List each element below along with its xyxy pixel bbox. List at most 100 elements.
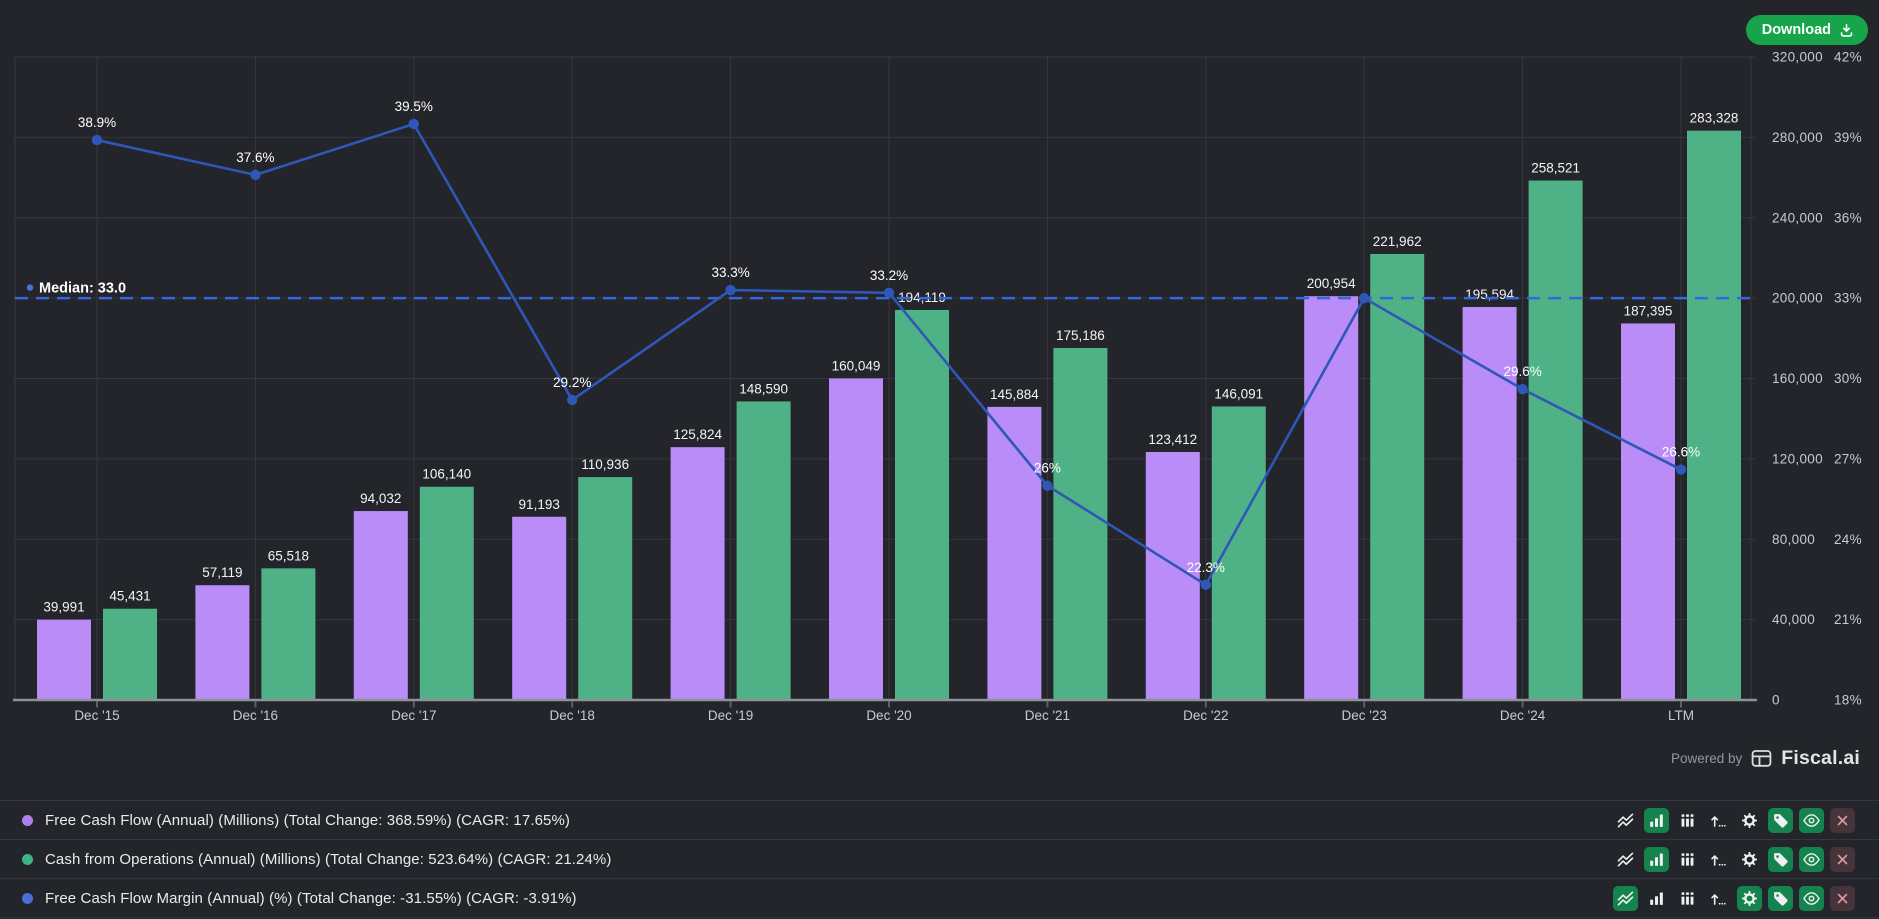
brand-name: Fiscal.ai	[1781, 746, 1860, 769]
bar-chart-icon	[1650, 852, 1663, 866]
grouped-bars-icon	[1681, 813, 1694, 827]
scale-icon-button[interactable]	[1706, 808, 1731, 833]
line-chart-icon-button[interactable]	[1613, 808, 1638, 833]
point-label: 26%	[1034, 461, 1061, 476]
bar-value-label: 110,936	[581, 457, 629, 472]
line-point	[91, 134, 103, 146]
scale-icon-button[interactable]	[1706, 847, 1731, 872]
point-label: 26.6%	[1662, 445, 1700, 460]
y-axis-pct-label: 24%	[1834, 532, 1862, 547]
value-bar	[736, 401, 791, 700]
eye-icon	[1803, 813, 1820, 827]
bar-value-label: 283,328	[1690, 111, 1739, 126]
y-axis-pct-label: 30%	[1834, 371, 1862, 386]
point-label: 38.9%	[78, 115, 116, 130]
bar-value-label: 221,962	[1373, 234, 1422, 249]
value-bar	[1528, 180, 1583, 700]
value-bar	[895, 309, 949, 700]
value-bar	[1211, 406, 1266, 700]
bar-value-label: 106,140	[422, 467, 471, 482]
eye-icon-button[interactable]	[1799, 885, 1824, 911]
series-actions	[1613, 807, 1879, 833]
line-point	[408, 118, 419, 130]
bar-value-label: 91,193	[519, 497, 560, 512]
point-label: 39.5%	[395, 99, 433, 114]
legend-row: Free Cash Flow (Annual) (Millions) (Tota…	[0, 801, 1879, 840]
value-bar	[1370, 253, 1425, 700]
settings-gear-icon-button[interactable]	[1737, 847, 1762, 872]
value-bar	[1304, 296, 1359, 700]
bar-value-label: 258,521	[1531, 161, 1580, 176]
settings-gear-icon-button[interactable]	[1737, 885, 1762, 911]
value-bar	[987, 406, 1042, 700]
remove-icon	[1837, 854, 1848, 864]
bar-chart-icon-button[interactable]	[1644, 846, 1669, 872]
y-axis-value-label: 240,000	[1772, 210, 1823, 225]
line-chart-icon-button[interactable]	[1613, 847, 1638, 872]
x-axis-label: Dec '18	[550, 708, 595, 723]
grouped-bars-icon-button[interactable]	[1675, 847, 1700, 872]
tag-icon-button[interactable]	[1768, 885, 1793, 911]
eye-icon	[1803, 891, 1820, 905]
median-label-dot	[26, 284, 34, 291]
point-label: 29.6%	[1503, 364, 1541, 379]
eye-icon-button[interactable]	[1799, 846, 1824, 872]
line-point	[1359, 292, 1370, 304]
y-axis-pct-label: 36%	[1834, 210, 1862, 225]
line-chart-icon	[1617, 812, 1634, 828]
download-button[interactable]: Download	[1745, 15, 1868, 45]
eye-icon-button[interactable]	[1799, 807, 1824, 833]
point-label: 33.3%	[711, 265, 749, 280]
line-point	[725, 284, 736, 296]
point-label: 37.6%	[236, 150, 274, 165]
y-axis-value-label: 320,000	[1772, 50, 1823, 65]
grouped-bars-icon-button[interactable]	[1675, 808, 1700, 833]
tag-icon	[1774, 891, 1788, 906]
y-axis-pct-label: 27%	[1834, 451, 1862, 466]
bars-cash-from-operations	[103, 130, 1741, 700]
download-icon	[1840, 23, 1853, 37]
remove-icon-button[interactable]	[1830, 807, 1855, 833]
series-actions	[1613, 846, 1879, 872]
bar-value-label: 45,431	[109, 589, 150, 604]
tag-icon-button[interactable]	[1768, 846, 1793, 872]
eye-icon	[1803, 852, 1820, 866]
remove-icon	[1837, 815, 1848, 825]
bar-value-label: 57,119	[202, 565, 242, 580]
y-axis-value-label: 0	[1772, 693, 1780, 708]
line-chart-icon	[1617, 851, 1634, 867]
x-axis-label: LTM	[1668, 708, 1694, 723]
y-axis-value-label: 280,000	[1772, 130, 1823, 145]
line-point	[1042, 480, 1053, 491]
value-bar	[1621, 323, 1675, 700]
scale-icon-button[interactable]	[1706, 886, 1731, 911]
line-chart-icon-button[interactable]	[1613, 885, 1638, 911]
bar-value-label: 200,954	[1307, 276, 1356, 291]
bar-chart-icon-button[interactable]	[1644, 886, 1669, 911]
x-axis-label: Dec '24	[1500, 708, 1546, 723]
tag-icon-button[interactable]	[1768, 807, 1793, 833]
value-bar	[37, 619, 91, 700]
grouped-bars-icon-button[interactable]	[1675, 886, 1700, 911]
bar-chart-icon	[1650, 891, 1663, 905]
value-bar	[829, 378, 883, 700]
remove-icon-button[interactable]	[1830, 846, 1855, 872]
y-axis-value-label: 120,000	[1772, 451, 1823, 466]
y-axis-pct-label: 33%	[1834, 291, 1862, 306]
bar-value-label: 160,049	[832, 358, 881, 373]
value-bar	[578, 477, 633, 700]
settings-gear-icon-button[interactable]	[1737, 808, 1762, 833]
x-axis-label: Dec '17	[391, 708, 436, 723]
bar-chart-icon-button[interactable]	[1644, 807, 1669, 833]
line-point	[250, 169, 261, 181]
scale-icon	[1711, 854, 1726, 866]
y-axis-value-label: 80,000	[1772, 532, 1815, 547]
value-bar	[419, 486, 474, 700]
series-color-dot	[22, 853, 33, 865]
bar-chart-icon	[1650, 813, 1663, 827]
remove-icon-button[interactable]	[1830, 885, 1855, 911]
settings-gear-icon	[1742, 851, 1757, 867]
series-color-dot	[22, 814, 33, 826]
value-bar	[1462, 306, 1517, 700]
